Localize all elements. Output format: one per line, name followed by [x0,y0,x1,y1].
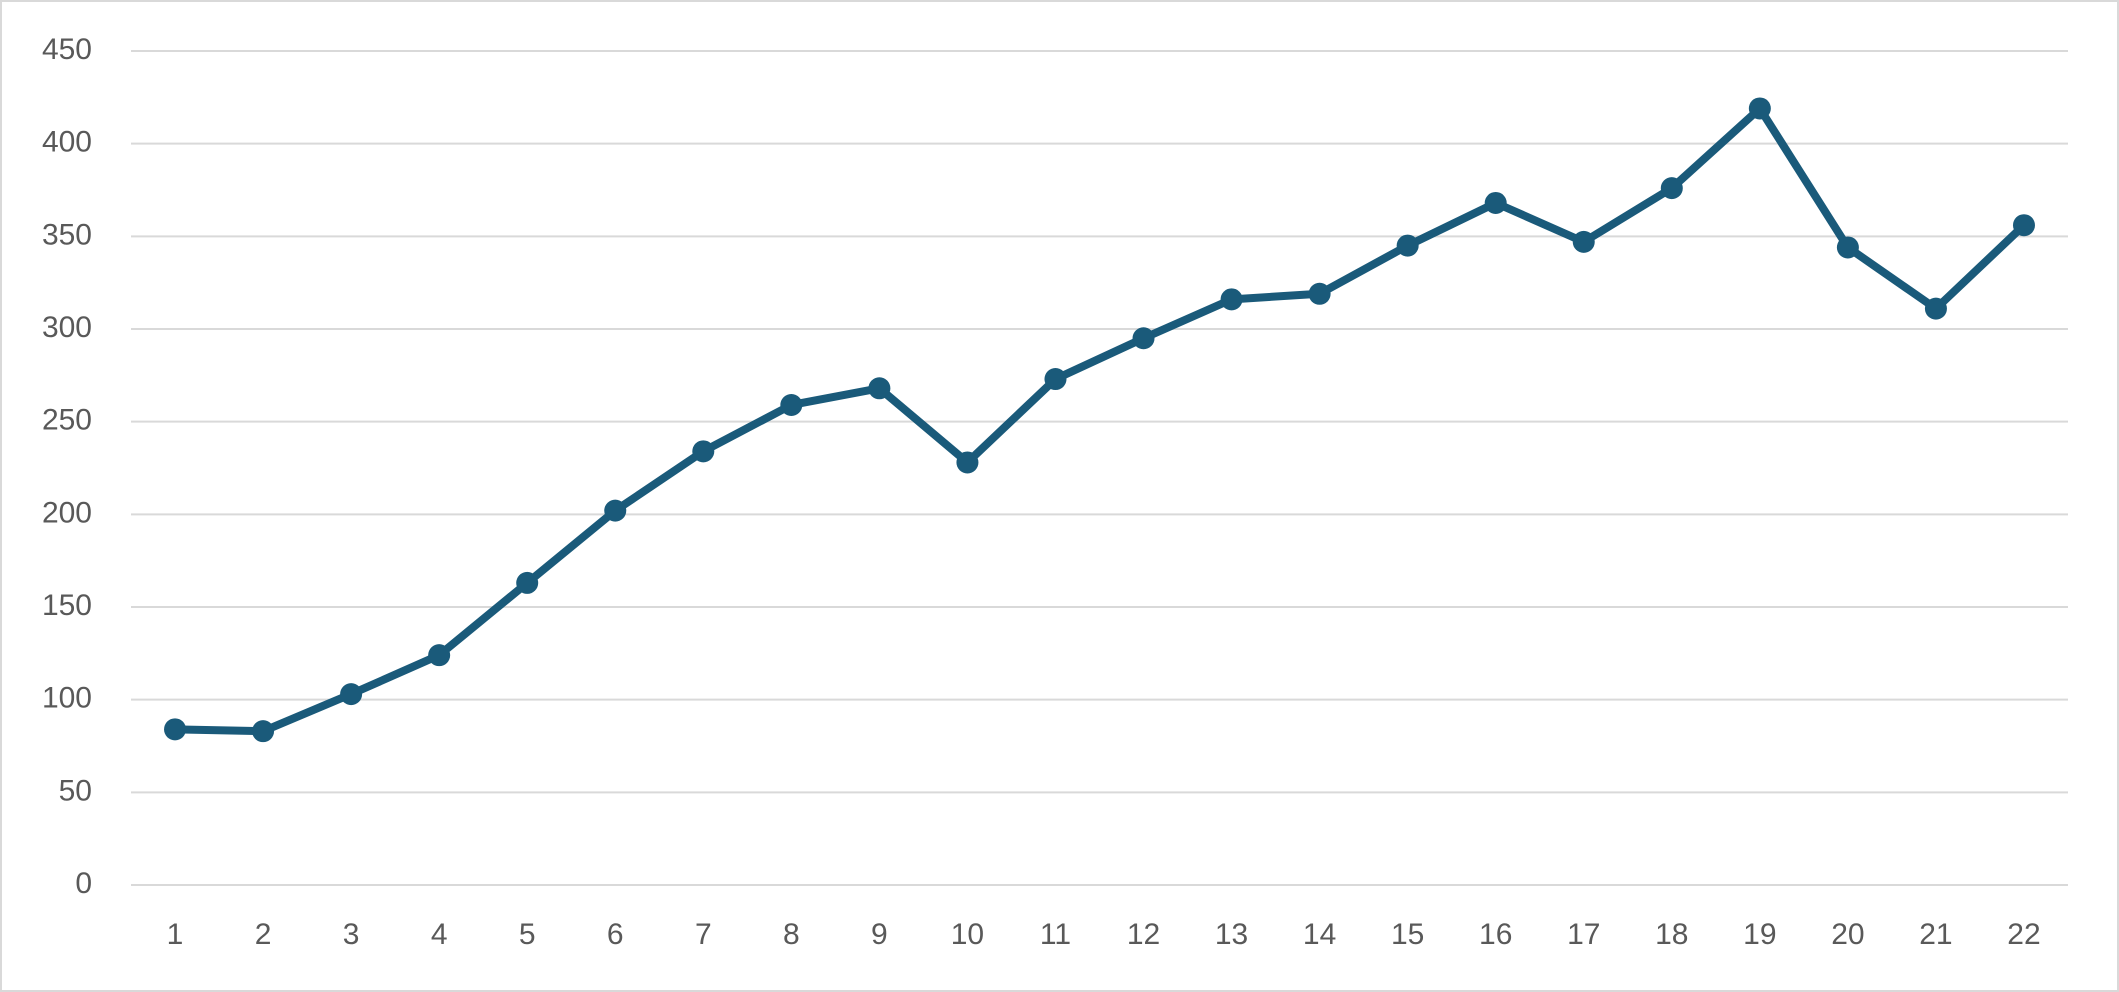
y-tick-label: 100 [42,682,92,715]
x-tick-label: 12 [1127,918,1160,951]
marker [2012,214,2035,237]
y-tick-label: 150 [42,589,92,622]
x-tick-label: 2 [255,918,272,951]
x-tick-label: 8 [783,918,800,951]
y-tick-label: 250 [42,404,92,437]
line [174,104,2027,736]
x-tick-label: 19 [1743,918,1776,951]
x-tick-label: 1 [167,918,184,951]
x-tick-label: 3 [343,918,360,951]
marker [1748,97,1771,120]
x-tick-label: 17 [1567,918,1600,951]
x-tick-label: 13 [1215,918,1248,951]
x-tick-label: 11 [1040,918,1071,951]
marker [1484,191,1507,214]
y-tick-label: 400 [42,126,92,159]
marker [516,571,539,594]
x-tick-label: 20 [1831,918,1864,951]
x-tick-label: 10 [951,918,984,951]
x-tick-label: 5 [519,918,536,951]
x-tick-label: 14 [1303,918,1336,951]
marker [956,451,979,474]
x-tick-label: 9 [871,918,888,951]
x-tick-label: 22 [2007,918,2040,951]
marker [1308,282,1331,305]
x-tick-label: 6 [607,918,624,951]
marker [604,499,627,522]
marker [1836,236,1859,259]
y-tick-label: 300 [42,311,92,344]
marker [1220,288,1243,311]
marker [868,377,891,400]
marker [1924,297,1947,320]
marker [1044,368,1067,391]
marker [1132,327,1155,350]
x-tick-label: 18 [1655,918,1688,951]
x-tick-label: 7 [695,918,712,951]
y-tick-label: 350 [42,218,92,251]
marker [1660,177,1683,200]
x-tick-label: 4 [431,918,448,951]
marker [692,440,715,463]
marker [780,393,803,416]
y-tick-label: 0 [75,867,92,900]
marker [252,720,275,743]
x-tick-label: 16 [1479,918,1512,951]
x-tick-label: 15 [1391,918,1424,951]
y-tick-label: 50 [59,774,92,807]
x-tick-label: 21 [1919,918,1952,951]
marker [1572,230,1595,253]
marker [1396,234,1419,257]
marker [428,644,451,667]
y-tick-label: 450 [42,33,92,66]
marker [340,683,363,706]
marker [164,718,187,741]
y-tick-label: 200 [42,496,92,529]
